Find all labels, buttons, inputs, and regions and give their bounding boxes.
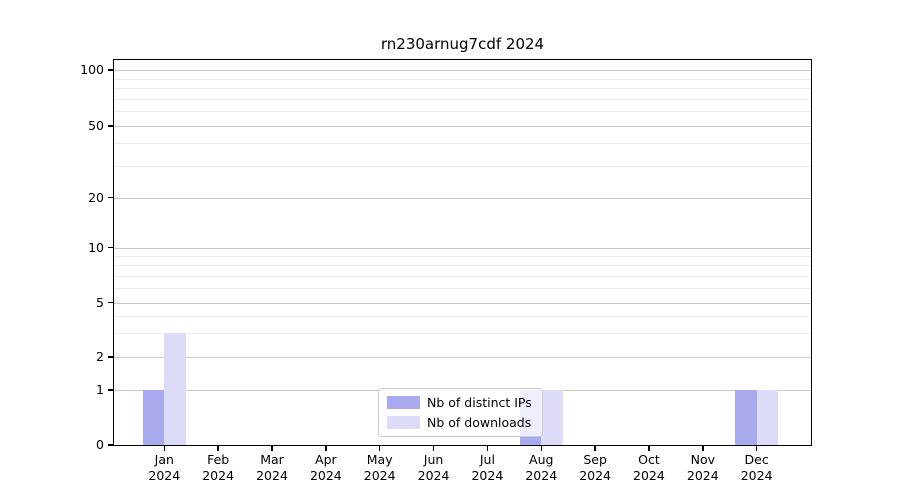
- x-tick-mark: [702, 445, 704, 451]
- bar-distinct-ips-dec: [735, 390, 757, 445]
- x-tick-year: 2024: [202, 468, 235, 483]
- x-tick-mark: [432, 445, 435, 451]
- y-tick-label: 0: [96, 437, 104, 452]
- y-tick-mark: [108, 69, 114, 71]
- plot-area: [113, 59, 812, 446]
- gridline-minor: [114, 165, 811, 167]
- legend-entry-distinct-ips: Nb of distinct IPs: [387, 393, 534, 412]
- x-tick-year: 2024: [633, 468, 665, 483]
- x-tick-mark: [594, 445, 596, 451]
- x-tick-year: 2024: [471, 468, 504, 483]
- x-tick-mark: [217, 445, 219, 451]
- gridline-major: [114, 197, 811, 199]
- gridline-minor: [114, 288, 811, 290]
- gridline-major: [114, 357, 811, 358]
- y-tick-label: 5: [96, 294, 104, 310]
- x-tick-month: Jun: [423, 452, 444, 467]
- gridline-minor: [114, 275, 811, 277]
- gridline-minor: [114, 265, 811, 267]
- x-tick-label: Mar 2024: [240, 452, 304, 484]
- y-tick-mark: [108, 444, 114, 446]
- bar-downloads-jan: [164, 332, 186, 445]
- x-tick-year: 2024: [148, 468, 181, 483]
- legend-label-downloads: Nb of downloads: [427, 414, 532, 430]
- bar-downloads-aug: [541, 390, 563, 445]
- x-tick-label: Jun 2024: [402, 452, 466, 484]
- y-tick-mark: [108, 246, 114, 249]
- gridline-major: [114, 302, 811, 304]
- x-tick-mark: [540, 445, 542, 451]
- x-tick-label: Jul 2024: [455, 452, 519, 484]
- gridline-major: [114, 126, 811, 127]
- bar-downloads-dec: [756, 390, 779, 445]
- y-tick-label: 2: [96, 349, 104, 364]
- bar-distinct-ips-jan: [142, 390, 165, 445]
- y-tick-label: 20: [88, 189, 104, 205]
- y-tick-label: 10: [88, 239, 104, 255]
- gridline-minor: [114, 315, 811, 317]
- y-tick-mark: [108, 356, 114, 358]
- x-tick-label: Aug 2024: [509, 452, 573, 484]
- y-tick-label: 100: [80, 62, 104, 77]
- x-tick-month: Nov: [690, 452, 715, 467]
- x-tick-year: 2024: [686, 468, 719, 483]
- legend: Nb of distinct IPs Nb of downloads: [378, 388, 543, 437]
- y-tick-mark: [108, 125, 114, 127]
- x-tick-month: Dec: [744, 452, 769, 467]
- x-tick-month: May: [366, 452, 393, 467]
- x-tick-mark: [325, 445, 327, 451]
- y-tick-label: 1: [96, 382, 104, 397]
- x-tick-month: Aug: [529, 452, 554, 467]
- legend-swatch-distinct-ips: [387, 396, 420, 410]
- x-tick-year: 2024: [256, 468, 288, 483]
- gridline-minor: [114, 78, 811, 80]
- y-tick-label: 50: [88, 118, 104, 133]
- y-tick-mark: [108, 301, 114, 304]
- x-tick-label: Oct 2024: [617, 452, 681, 484]
- x-tick-mark: [271, 445, 273, 451]
- x-tick-mark: [486, 445, 489, 451]
- x-tick-label: Feb 2024: [186, 452, 250, 484]
- x-tick-label: Sep 2024: [563, 452, 627, 484]
- x-tick-label: May 2024: [348, 452, 412, 484]
- x-tick-label: Nov 2024: [671, 452, 735, 484]
- x-tick-month: Oct: [638, 452, 660, 467]
- y-tick-mark: [108, 196, 114, 199]
- x-tick-month: Apr: [315, 452, 337, 467]
- x-tick-year: 2024: [417, 468, 450, 483]
- x-tick-mark: [378, 445, 381, 451]
- gridline-major: [114, 247, 811, 249]
- gridline-major: [114, 70, 811, 71]
- y-tick-mark: [108, 389, 114, 391]
- x-tick-year: 2024: [309, 468, 342, 483]
- x-tick-mark: [755, 445, 758, 451]
- gridline-minor: [114, 98, 811, 100]
- legend-swatch-downloads: [387, 415, 420, 429]
- gridline-minor: [114, 255, 811, 257]
- x-tick-year: 2024: [579, 468, 611, 483]
- x-tick-year: 2024: [740, 468, 773, 483]
- legend-entry-downloads: Nb of downloads: [387, 413, 534, 432]
- gridline-minor: [114, 332, 811, 334]
- x-tick-mark: [163, 445, 166, 451]
- x-tick-year: 2024: [363, 468, 396, 483]
- x-tick-month: Jan: [154, 452, 174, 467]
- x-tick-month: Jul: [479, 452, 495, 467]
- x-tick-month: Mar: [260, 452, 284, 467]
- gridline-minor: [114, 88, 811, 90]
- chart-title: rn230arnug7cdf 2024: [380, 35, 545, 53]
- gridline-minor: [114, 143, 811, 145]
- x-tick-year: 2024: [525, 468, 558, 483]
- x-tick-month: Sep: [583, 452, 607, 467]
- legend-label-distinct-ips: Nb of distinct IPs: [427, 395, 532, 411]
- gridline-minor: [114, 111, 811, 113]
- x-tick-label: Dec 2024: [725, 452, 789, 484]
- x-tick-label: Apr 2024: [294, 452, 358, 484]
- x-tick-mark: [648, 445, 650, 451]
- x-tick-month: Feb: [207, 452, 230, 467]
- x-tick-label: Jan 2024: [132, 452, 196, 484]
